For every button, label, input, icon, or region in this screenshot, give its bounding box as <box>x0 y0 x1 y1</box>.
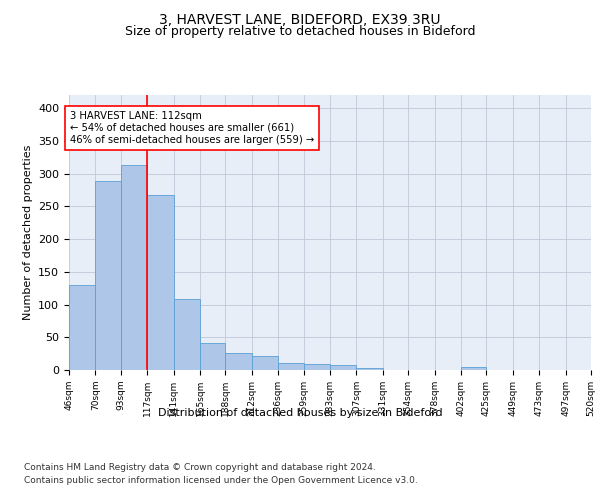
Bar <box>121 165 147 370</box>
Bar <box>330 366 356 370</box>
Text: Distribution of detached houses by size in Bideford: Distribution of detached houses by size … <box>158 408 442 418</box>
Bar <box>147 194 173 370</box>
Bar <box>95 182 121 370</box>
Bar <box>278 364 304 370</box>
Text: 3 HARVEST LANE: 112sqm
← 54% of detached houses are smaller (661)
46% of semi-de: 3 HARVEST LANE: 112sqm ← 54% of detached… <box>70 112 314 144</box>
Y-axis label: Number of detached properties: Number of detached properties <box>23 145 32 320</box>
Bar <box>226 353 252 370</box>
Bar <box>69 285 95 370</box>
Text: Size of property relative to detached houses in Bideford: Size of property relative to detached ho… <box>125 25 475 38</box>
Text: 3, HARVEST LANE, BIDEFORD, EX39 3RU: 3, HARVEST LANE, BIDEFORD, EX39 3RU <box>159 12 441 26</box>
Bar <box>173 300 200 370</box>
Bar <box>461 366 487 370</box>
Text: Contains public sector information licensed under the Open Government Licence v3: Contains public sector information licen… <box>24 476 418 485</box>
Bar <box>200 342 226 370</box>
Text: Contains HM Land Registry data © Crown copyright and database right 2024.: Contains HM Land Registry data © Crown c… <box>24 462 376 471</box>
Bar <box>356 368 383 370</box>
Bar <box>304 364 330 370</box>
Bar <box>252 356 278 370</box>
